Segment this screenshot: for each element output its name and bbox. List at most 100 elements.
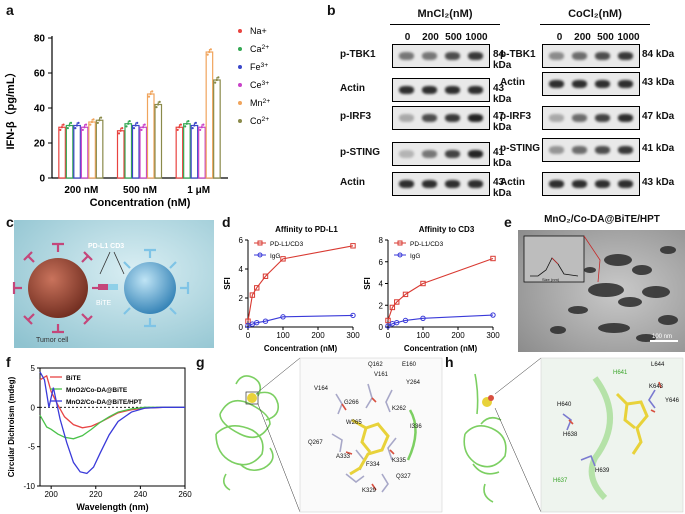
residue-label: H639 <box>595 468 610 474</box>
blot-band <box>422 114 437 122</box>
blot-strip <box>392 78 490 102</box>
y-axis-title: SFI <box>223 277 232 289</box>
panel-label-h: h <box>445 354 454 370</box>
legend-label: BiTE <box>66 375 81 382</box>
y-tick-label: -5 <box>28 443 36 452</box>
concentration-label: 200 <box>574 32 591 43</box>
data-point <box>199 128 202 131</box>
data-point <box>176 128 179 131</box>
legend-label: Co2+ <box>250 116 269 126</box>
series-line <box>39 406 185 440</box>
y-tick-label: 6 <box>379 258 384 267</box>
x-axis-title: Wavelength (nm) <box>76 502 148 512</box>
y-tick-label: 0 <box>239 323 244 332</box>
series-line <box>39 374 185 429</box>
blot-row-label: p-STING <box>500 143 540 154</box>
data-point <box>83 126 86 129</box>
x-tick-label: 1 μM <box>187 185 210 196</box>
data-point <box>143 123 146 126</box>
ifn-beta-bar-chart: 0 20 40 60 80 IFN-β（pg/mL） Concentration (nM)2… <box>4 26 270 209</box>
kda-label: 47 kDa <box>642 111 675 122</box>
legend-label: PD-L1/CD3 <box>270 241 304 248</box>
blot-band <box>618 146 633 154</box>
residue-label: V161 <box>374 372 389 378</box>
residue-label: K329 <box>362 488 377 494</box>
panel-label-d: d <box>222 214 231 230</box>
data-point <box>59 128 62 131</box>
legend-marker <box>238 47 242 51</box>
data-point <box>191 127 194 130</box>
data-point <box>394 299 400 305</box>
bar <box>213 79 221 179</box>
blot-band <box>549 146 564 154</box>
blot-row-label: p-IRF3 <box>500 111 532 122</box>
mncl2-header-line <box>390 24 500 25</box>
x-tick-label: 200 nM <box>64 185 98 196</box>
data-point <box>490 312 496 318</box>
concentration-label: 0 <box>556 32 563 43</box>
bar <box>175 126 184 179</box>
y-tick-label: 0 <box>379 323 384 332</box>
y-tick-label: 4 <box>239 265 244 274</box>
data-point <box>262 273 269 279</box>
data-point <box>157 103 160 106</box>
circular-dichroism-chart: -10 -5 0 5 200 220 240 260 Circular Dichroism (m… <box>7 364 192 512</box>
chart-title: Affinity to CD3 <box>419 225 475 234</box>
data-point <box>132 127 136 130</box>
data-point <box>402 291 409 298</box>
blot-row-label: p-IRF3 <box>340 111 372 122</box>
data-point <box>89 123 92 126</box>
residue-label: K643 <box>649 384 664 390</box>
residue-label: Q327 <box>396 474 411 480</box>
x-axis-title: Concentration (nM) <box>404 344 478 353</box>
residue-label: G266 <box>344 400 359 406</box>
residue-label: V164 <box>314 386 329 392</box>
x-tick-label: 240 <box>134 490 148 499</box>
blot-band <box>595 114 610 122</box>
data-point <box>69 121 73 124</box>
panel-label-g: g <box>196 354 205 370</box>
bar <box>205 51 214 179</box>
data-point <box>385 323 391 329</box>
data-point <box>194 121 197 124</box>
blot-band <box>572 52 587 60</box>
blot-band <box>399 180 414 188</box>
tem-inset-histogram: Size (nm) <box>523 235 601 283</box>
pdl1-cd3-label: PD-L1 CD3 <box>88 243 124 250</box>
blot-band <box>618 52 633 60</box>
data-point <box>385 317 391 324</box>
data-point <box>389 304 396 311</box>
blot-row-label: p-STING <box>340 147 380 158</box>
blot-band <box>468 86 483 94</box>
blot-band <box>549 180 564 188</box>
x-tick-label: 300 <box>346 331 360 340</box>
bar <box>88 121 96 179</box>
legend-marker <box>238 29 242 33</box>
data-point <box>117 132 121 135</box>
y-tick-label: 60 <box>34 69 46 80</box>
data-point <box>92 118 95 121</box>
tem-micrograph: Size (nm) 100 nm <box>518 230 685 352</box>
blot-row-label: p-TBK1 <box>500 49 536 60</box>
concentration-label: 1000 <box>465 32 488 43</box>
legend-label: MnO2/Co-DA@BiTE/HPT <box>66 399 142 406</box>
data-point <box>66 127 69 130</box>
data-point <box>420 315 426 322</box>
cocl2-header-line <box>540 24 650 25</box>
blot-band <box>618 80 633 88</box>
blot-band <box>399 150 414 158</box>
kda-label: 47 kDa <box>493 111 512 133</box>
legend-label: Na+ <box>250 26 267 36</box>
x-tick-label: 500 nM <box>123 185 157 196</box>
blot-strip <box>542 138 640 162</box>
blot-band <box>572 180 587 188</box>
legend-marker <box>257 240 263 246</box>
kda-label: 41 kDa <box>493 147 512 169</box>
blot-band <box>468 150 483 158</box>
blot-band <box>445 52 460 60</box>
y-tick-label: 0 <box>31 403 36 412</box>
x-tick-label: 200 <box>451 331 465 340</box>
x-tick-label: 0 <box>386 331 391 340</box>
y-tick-label: 6 <box>239 236 244 245</box>
data-point <box>178 126 181 129</box>
